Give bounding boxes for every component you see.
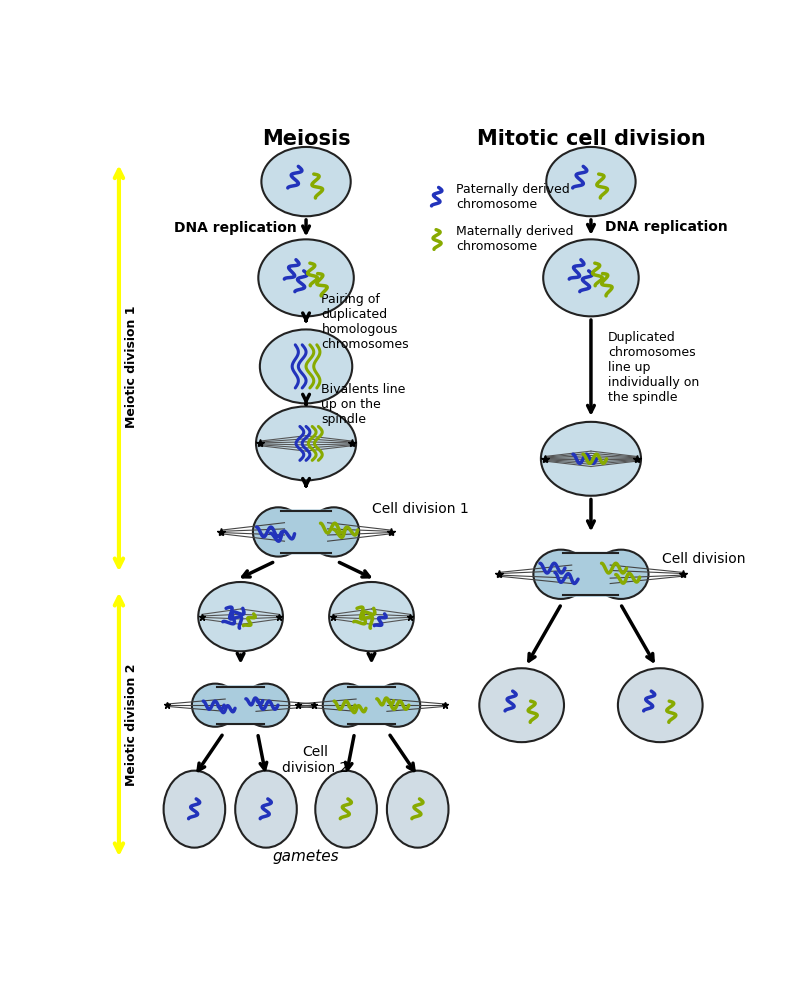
Ellipse shape <box>387 771 449 848</box>
Ellipse shape <box>329 582 414 651</box>
Text: Duplicated
chromosomes
line up
individually on
the spindle: Duplicated chromosomes line up individua… <box>608 331 699 404</box>
FancyBboxPatch shape <box>279 509 333 554</box>
Text: DNA replication: DNA replication <box>605 220 727 234</box>
Ellipse shape <box>163 771 226 848</box>
Text: gametes: gametes <box>273 849 339 864</box>
Ellipse shape <box>543 239 638 316</box>
Text: Cell
division 2: Cell division 2 <box>282 745 349 775</box>
Text: Meiotic division 2: Meiotic division 2 <box>125 663 138 786</box>
Ellipse shape <box>242 684 290 727</box>
FancyBboxPatch shape <box>216 685 266 725</box>
Ellipse shape <box>618 668 702 742</box>
Ellipse shape <box>235 771 297 848</box>
Ellipse shape <box>262 147 350 216</box>
Ellipse shape <box>308 507 359 557</box>
Text: Meiosis: Meiosis <box>262 129 350 149</box>
Ellipse shape <box>594 550 649 599</box>
Text: Cell division 1: Cell division 1 <box>371 502 468 516</box>
Ellipse shape <box>192 684 238 727</box>
Ellipse shape <box>253 507 304 557</box>
Ellipse shape <box>198 582 283 651</box>
Text: Maternally derived
chromosome: Maternally derived chromosome <box>456 225 574 253</box>
Text: Mitotic cell division: Mitotic cell division <box>477 129 706 149</box>
Ellipse shape <box>315 771 377 848</box>
Text: Bivalents line
up on the
spindle: Bivalents line up on the spindle <box>322 383 406 426</box>
Text: Meiotic division 1: Meiotic division 1 <box>125 305 138 428</box>
Ellipse shape <box>541 422 641 496</box>
Ellipse shape <box>374 684 420 727</box>
Ellipse shape <box>258 239 354 316</box>
FancyBboxPatch shape <box>562 552 620 597</box>
Ellipse shape <box>256 406 356 480</box>
Ellipse shape <box>322 684 370 727</box>
Ellipse shape <box>479 668 564 742</box>
Text: Paternally derived
chromosome: Paternally derived chromosome <box>456 183 570 211</box>
Ellipse shape <box>534 550 589 599</box>
Text: DNA replication: DNA replication <box>174 221 297 235</box>
Text: Cell division: Cell division <box>662 552 746 566</box>
Ellipse shape <box>260 329 352 403</box>
Text: Pairing of
duplicated
homologous
chromosomes: Pairing of duplicated homologous chromos… <box>322 293 409 351</box>
FancyBboxPatch shape <box>346 685 396 725</box>
Ellipse shape <box>546 147 636 216</box>
